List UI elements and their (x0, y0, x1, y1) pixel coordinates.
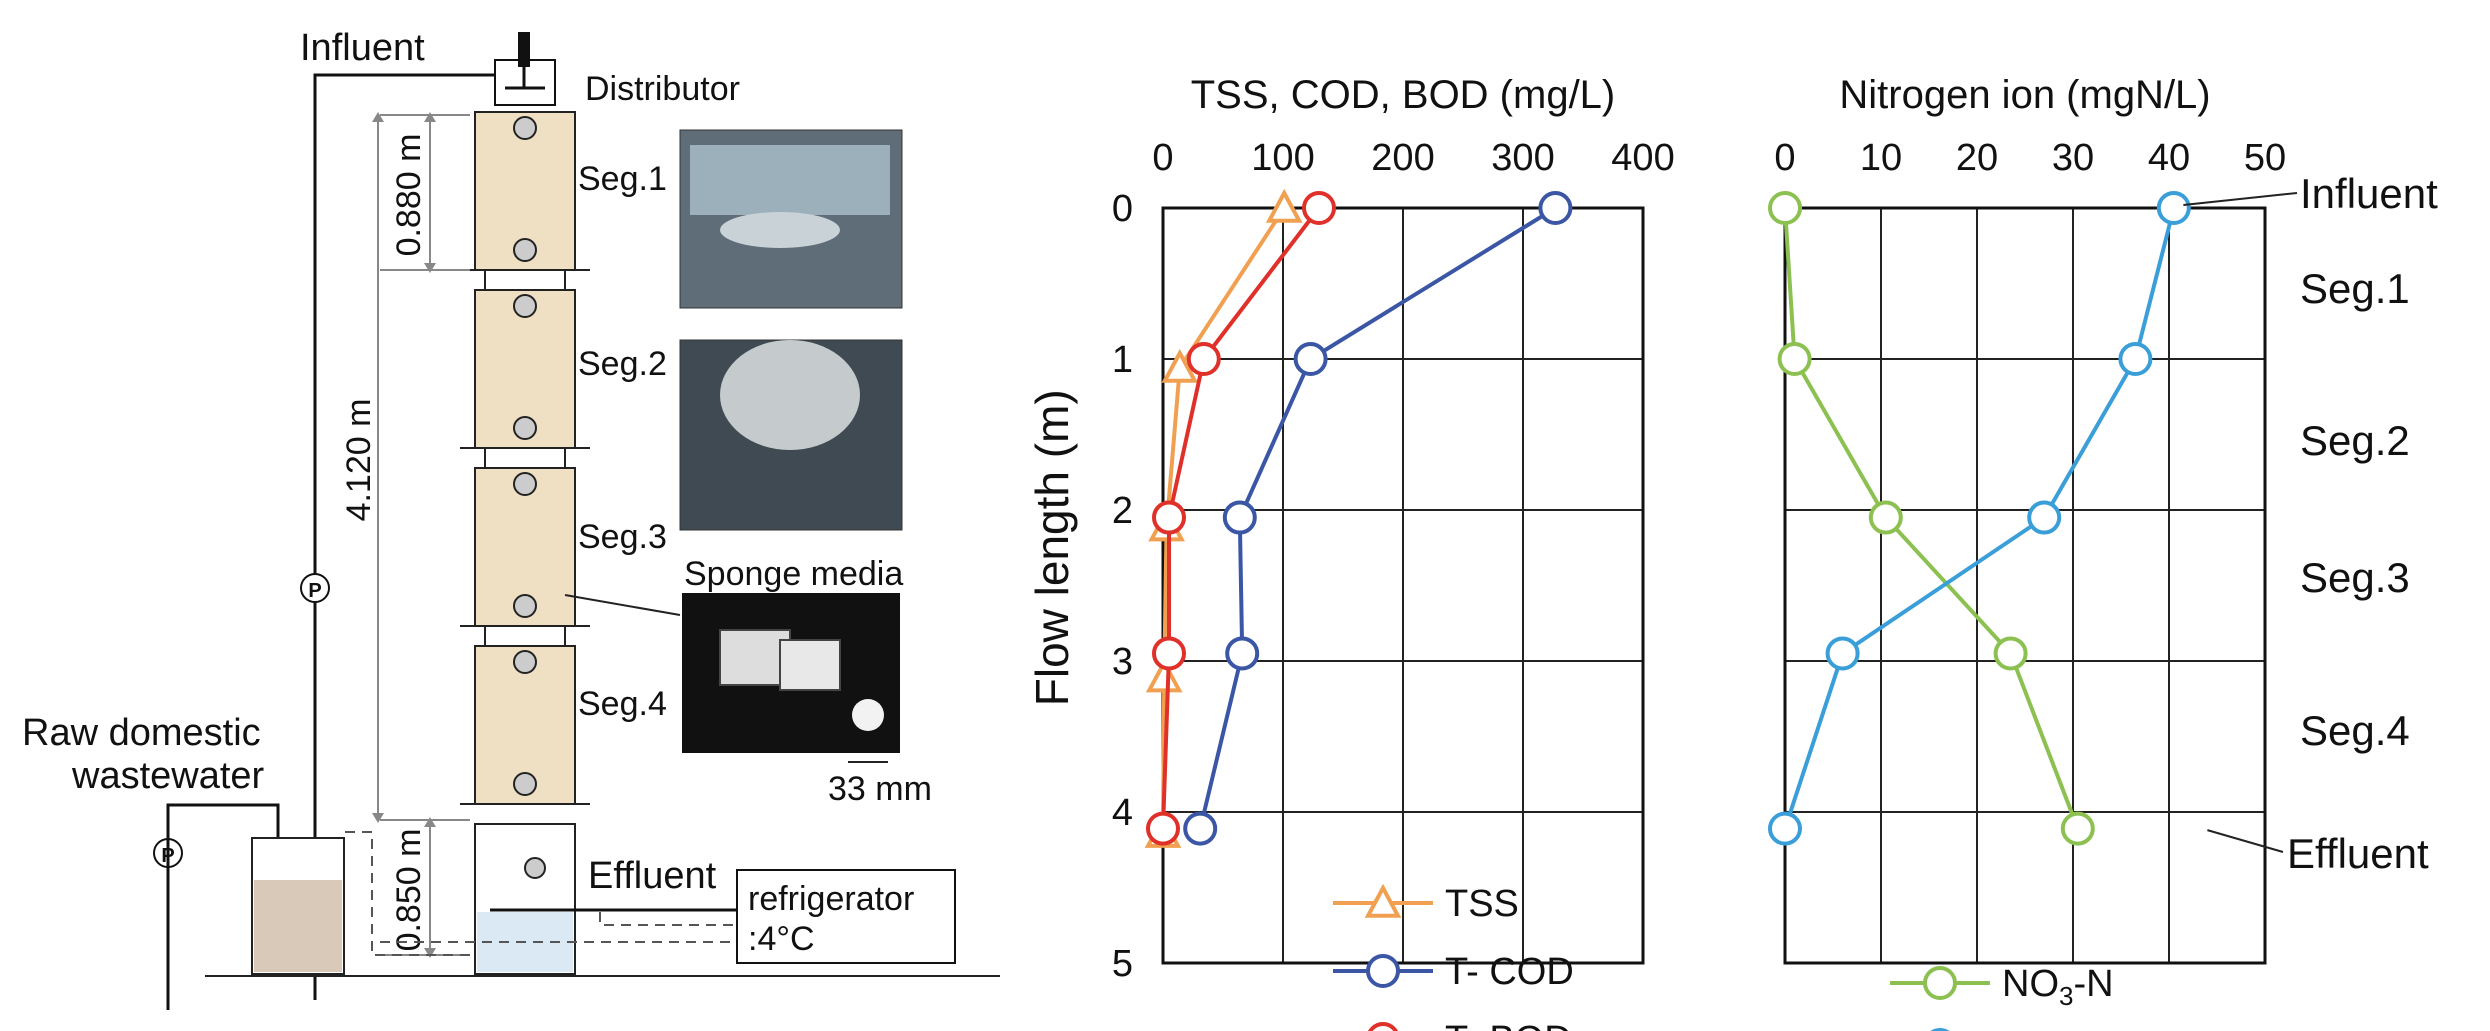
y-axis-label: Flow length (m) (1026, 389, 1078, 706)
legend: TSS T- COD T- BOD (1333, 883, 1574, 1031)
seg-3-label: Seg.3 (578, 518, 667, 556)
sponge-label: Sponge media (684, 555, 903, 593)
y-tick-label: 2 (1112, 490, 1133, 532)
plot-frame (1161, 206, 1645, 965)
data-point (1265, 188, 1303, 223)
legend-label: T- BOD (1445, 1019, 1572, 1031)
data-point (1146, 811, 1180, 846)
legend-label: T- COD (1445, 951, 1574, 993)
data-point (1145, 658, 1183, 693)
x-tick-label: 300 (1491, 137, 1554, 179)
data-point (1868, 500, 1903, 535)
data-point (1825, 636, 1860, 671)
x-tick-label: 200 (1371, 137, 1434, 179)
annotation-label: Seg.1 (2300, 265, 2410, 312)
y-tick-label: 0 (1112, 188, 1133, 230)
effluent-pointer (2207, 829, 2284, 853)
annotation-label: Influent (2300, 170, 2438, 217)
legend-label: NO3-N (2002, 963, 2114, 1011)
legend: NO3-N NH4-N (1890, 963, 2114, 1031)
raw-wastewater-label-1: Raw domestic (22, 712, 261, 754)
y-tick-label: 3 (1112, 641, 1133, 683)
legend-marker (1364, 883, 1402, 918)
raw-wastewater-label-2: wastewater (71, 755, 265, 797)
legend-label: TSS (1445, 883, 1519, 925)
height-total-label: 4.120 m (340, 399, 378, 522)
grid (1784, 207, 2266, 964)
annotation-label: Seg.2 (2300, 417, 2410, 464)
series-1 (1768, 191, 2191, 846)
seg-1-label: Seg.1 (578, 160, 667, 198)
seg-4-label: Seg.4 (578, 685, 667, 723)
height-bottom-label: 0.850 m (390, 829, 428, 952)
refrigerator-label-1: refrigerator (748, 880, 914, 918)
effluent-label: Effluent (588, 855, 717, 897)
x-tick-label: 0 (1774, 137, 1795, 179)
influent-pipe (313, 73, 500, 1000)
chart-nitrogen: 0 10 20 30 40 50 Nitrogen ion (mgN/L) NO3-N NH4-… (1768, 73, 2438, 1031)
x-tick-label: 40 (2148, 137, 2190, 179)
reactor-schematic: Influent Distributor (22, 27, 1000, 1010)
data-point (1222, 500, 1257, 535)
svg-text:P: P (308, 580, 321, 602)
data-point (1183, 811, 1218, 846)
x-tick-label: 0 (1152, 137, 1173, 179)
data-point (2027, 500, 2062, 535)
annotation-label: Seg.4 (2300, 707, 2410, 754)
influent-pointer (2183, 192, 2298, 206)
data-point (1293, 342, 1328, 376)
series-1 (1183, 191, 1573, 846)
legend-marker (1923, 966, 1957, 1000)
series-2 (1146, 191, 1336, 846)
distributor-label: Distributor (585, 70, 740, 108)
y-tick-label: 4 (1112, 792, 1133, 834)
data-point (1777, 342, 1812, 376)
chart-title: Nitrogen ion (mgN/L) (1839, 73, 2210, 117)
chart-title: TSS, COD, BOD (mg/L) (1191, 73, 1616, 117)
data-point (1152, 636, 1186, 671)
x-tick-label: 400 (1611, 137, 1674, 179)
height-seg-label: 0.880 m (390, 134, 428, 257)
data-point (1768, 811, 1802, 846)
data-point (1186, 342, 1221, 376)
y-tick-label: 5 (1112, 943, 1133, 985)
legend-label: NH4-N (2002, 1025, 2111, 1031)
data-point (1993, 636, 2028, 671)
series-line (1783, 207, 2176, 830)
x-tick-label: 20 (1956, 137, 1998, 179)
refrigerator-box (736, 869, 956, 964)
data-point (1225, 636, 1260, 671)
data-point (1161, 348, 1199, 383)
annotation-label: Seg.3 (2300, 554, 2410, 601)
data-point (1538, 191, 1573, 225)
legend-marker (1366, 954, 1400, 988)
x-tick-label: 100 (1251, 137, 1314, 179)
data-point (1302, 191, 1336, 225)
data-point (2118, 342, 2153, 376)
data-point (2060, 811, 2095, 846)
raw-tank-water (254, 880, 342, 972)
seg-2-label: Seg.2 (578, 345, 667, 383)
series-0 (1768, 191, 2095, 846)
column (460, 111, 590, 975)
x-tick-label: 10 (1860, 137, 1902, 179)
legend-marker (1368, 1022, 1398, 1031)
distributor-motor-icon (518, 32, 530, 67)
data-point (2156, 191, 2191, 225)
chart-tss-cod-bod: 0 100 200 300 400 TSS, COD, BOD (mg/L) 0 1 2 3 4 5 F… (1026, 73, 1675, 1031)
data-point (1152, 500, 1186, 535)
refrigerator-label-2: :4°C (748, 920, 815, 958)
x-tick-label: 50 (2244, 137, 2286, 179)
data-point (1768, 191, 1802, 225)
influent-label: Influent (300, 27, 425, 69)
pump-icon (300, 573, 330, 603)
x-tick-label: 30 (2052, 137, 2094, 179)
plot-frame (1783, 206, 2267, 965)
annotation-label: Effluent (2287, 830, 2429, 877)
y-tick-label: 1 (1112, 339, 1133, 381)
sponge-size-label: 33 mm (828, 770, 932, 808)
